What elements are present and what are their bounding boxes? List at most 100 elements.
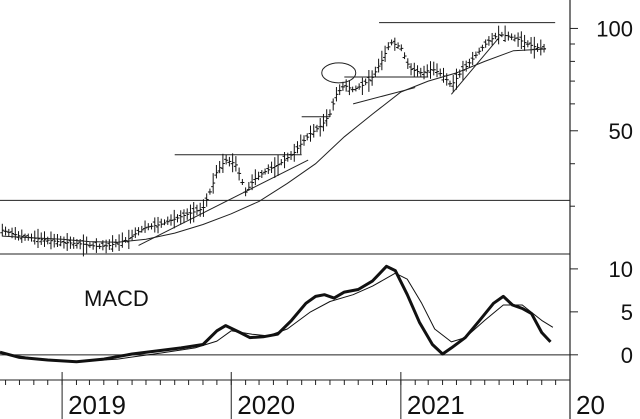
price-bar [308,125,313,142]
price-bar [224,154,229,165]
price-bar [194,204,199,215]
price-bar [3,226,8,236]
price-bar [143,220,148,233]
moving-average-line [2,48,546,243]
price-bar [266,164,271,174]
price-bar [438,68,443,77]
price-bar [230,153,235,173]
price-bar [454,68,459,90]
price-bar [373,66,378,78]
price-bar [473,51,478,59]
price-bar [201,199,206,217]
price-bar [19,229,24,243]
price-bar [139,225,144,233]
price-bar [65,233,70,251]
price-bar [451,74,456,92]
price-bar [162,219,167,226]
price-bar [396,42,401,49]
price-bar [237,167,242,181]
macd-line [0,264,552,364]
price-bar [447,80,452,88]
x-tick-label: 20 [576,390,605,419]
price-bar [509,33,514,41]
price-bar [61,236,66,249]
price-bars [0,25,547,257]
price-bar [289,151,294,160]
price-bar [298,134,303,155]
x-tick-label: 2021 [407,390,465,419]
price-bar [97,243,102,250]
price-bar [130,229,135,241]
price-bar [467,58,472,68]
price-bar [243,187,248,197]
price-bar [405,58,410,69]
price-bar [464,60,469,72]
price-bar [535,43,540,52]
price-bar [506,31,511,41]
price-bar [337,84,342,96]
price-bar [256,171,261,181]
price-bar [415,65,420,77]
ellipse-annotation [321,62,357,84]
price-bar [279,159,284,166]
price-bar [379,50,384,71]
price-bar [431,61,436,76]
price-bar [327,109,332,118]
price-bar [172,209,177,229]
price-bar [165,216,170,225]
price-bar [353,85,358,92]
price-bar [152,217,157,233]
price-bar [347,80,352,96]
price-bar [399,44,404,52]
price-bar [159,218,164,228]
price-bar [302,135,306,146]
x-tick-label: 2020 [237,390,295,419]
price-bar [263,168,268,175]
price-bar [389,39,394,46]
price-bar [360,77,365,95]
price-bar [113,239,118,248]
price-y-tick-label: 50 [609,119,633,144]
price-bar [211,173,216,194]
price-bar [48,231,53,250]
price-bar [0,223,5,237]
x-tick-label: 2019 [68,390,126,419]
price-bar [363,78,368,86]
price-bar [522,34,527,51]
price-bar [321,113,326,132]
trendline [450,37,500,95]
price-bar [331,98,336,111]
price-bar [370,70,375,86]
macd-y-tick-label: 5 [621,300,633,325]
macd-y-ticks: 10 5 0 [570,257,633,368]
price-bar [246,181,251,191]
price-bar [334,87,339,102]
price-bar [311,123,316,138]
price-bar [91,241,96,250]
price-bar [71,237,76,249]
macd-panel-label: MACD [84,286,149,311]
price-bar [480,44,485,52]
price-bar [240,178,245,186]
price-bar [383,45,388,62]
price-bar [110,235,115,252]
price-bar [272,157,277,178]
price-bar [366,70,371,92]
price-bar [181,209,186,224]
price-bar [269,161,274,174]
price-bar [185,208,190,220]
price-bar [191,202,196,223]
price-bar [516,32,521,47]
price-bar [493,32,498,40]
price-bar [55,234,60,247]
price-bar [84,236,89,254]
price-bar [340,81,345,91]
trendline [138,159,309,246]
price-bar [285,152,290,162]
price-bar [156,216,161,234]
price-bar [357,83,362,90]
price-bar [214,164,219,179]
price-bar [292,143,297,162]
price-bar [305,133,310,141]
